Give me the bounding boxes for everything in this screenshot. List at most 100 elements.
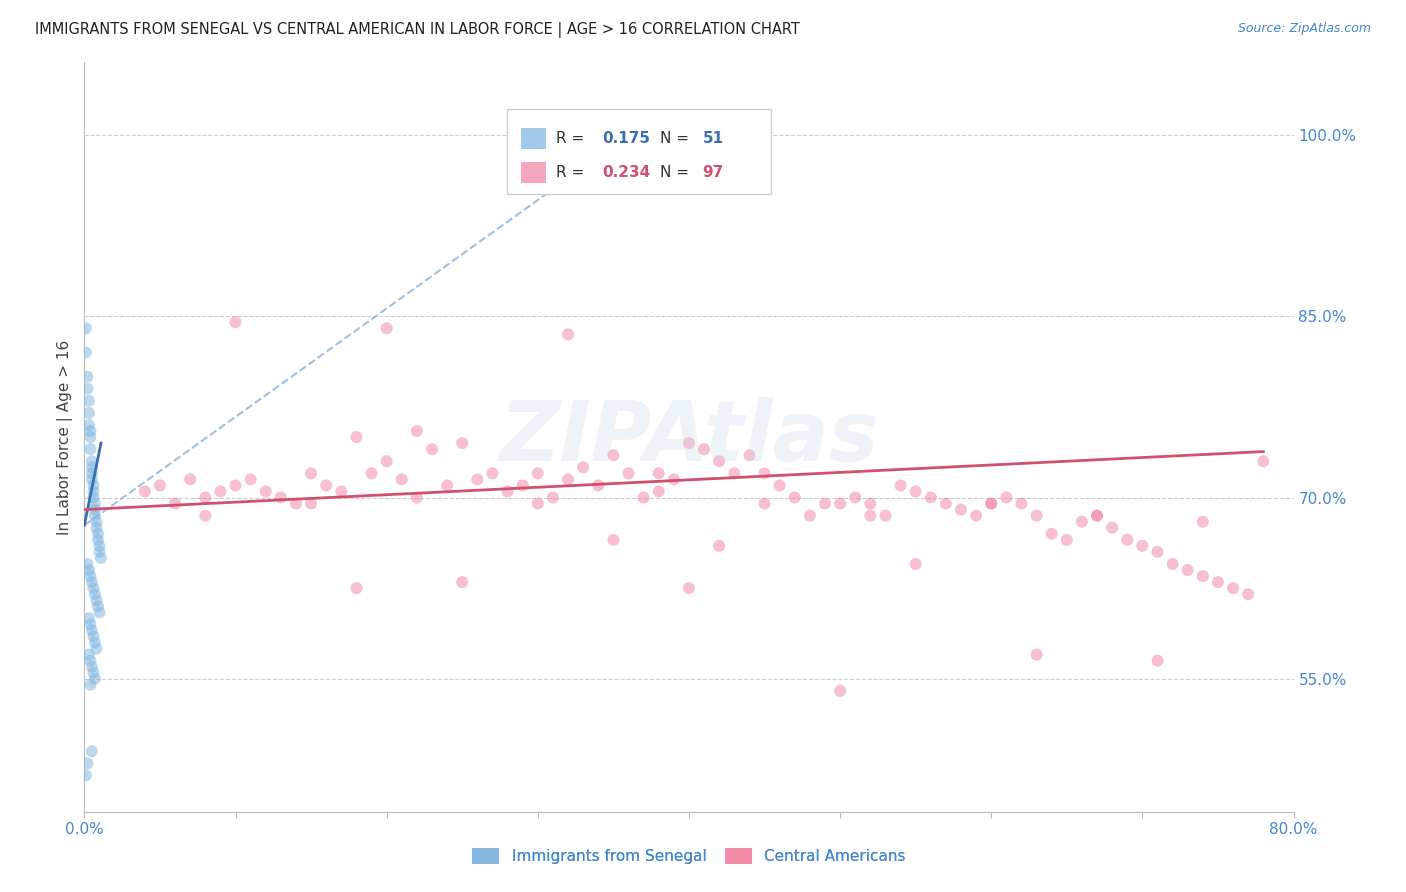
Point (1085, 508, 1108, 523)
Point (77, 563, 100, 577)
Point (935, 497, 957, 511)
Point (1116, 533, 1139, 547)
Point (1161, 557, 1184, 571)
Point (436, 478, 458, 492)
Point (678, 436, 700, 450)
Point (79, 430, 101, 444)
Point (165, 497, 187, 511)
Point (799, 508, 821, 523)
Point (723, 467, 745, 481)
Point (875, 508, 897, 523)
Point (84, 508, 107, 523)
Point (299, 497, 322, 511)
Point (1146, 654, 1168, 668)
Point (299, 467, 322, 481)
Point (375, 321, 398, 335)
Point (1040, 526, 1063, 541)
Point (80, 472, 103, 486)
Point (75, 321, 97, 335)
Point (980, 497, 1002, 511)
Point (82, 491, 104, 505)
Point (82, 665, 104, 680)
Point (496, 484, 519, 499)
Point (1130, 539, 1153, 553)
Point (346, 581, 368, 595)
Point (80, 467, 103, 481)
Point (86, 593, 108, 607)
Point (82, 478, 104, 492)
Point (859, 497, 882, 511)
Point (77, 611, 100, 625)
Text: 0.234: 0.234 (603, 165, 651, 180)
Point (330, 484, 353, 499)
Point (1146, 545, 1168, 559)
Point (572, 460, 595, 475)
Text: ZIPAtlas: ZIPAtlas (499, 397, 879, 477)
Point (602, 533, 624, 547)
Point (830, 497, 852, 511)
Point (79, 678, 101, 692)
Point (76, 756, 98, 771)
Point (995, 491, 1018, 505)
Point (77, 648, 100, 662)
Point (225, 478, 247, 492)
Text: 0.175: 0.175 (603, 130, 651, 145)
Point (602, 448, 624, 462)
Point (285, 497, 308, 511)
Point (904, 557, 927, 571)
Point (1025, 648, 1047, 662)
Point (79, 442, 101, 457)
Point (84, 497, 107, 511)
Point (90, 550, 112, 565)
Point (617, 467, 640, 481)
Point (588, 478, 610, 492)
Point (451, 436, 474, 450)
Point (87, 526, 110, 541)
Point (86, 641, 108, 656)
Point (87, 533, 110, 547)
Point (80, 575, 103, 590)
Point (179, 472, 201, 486)
Point (80, 659, 103, 673)
Point (920, 491, 942, 505)
Point (149, 478, 172, 492)
Point (84, 587, 107, 601)
Point (451, 575, 474, 590)
Point (84, 672, 107, 686)
Point (134, 484, 156, 499)
Text: R =: R = (557, 130, 589, 145)
Point (467, 472, 489, 486)
Point (980, 497, 1002, 511)
Point (769, 478, 792, 492)
Point (76, 369, 98, 384)
Point (270, 491, 292, 505)
Point (1056, 533, 1078, 547)
Point (86, 521, 108, 535)
Point (859, 508, 882, 523)
Point (77, 393, 100, 408)
Text: 51: 51 (703, 130, 724, 145)
Point (662, 472, 685, 486)
Point (239, 472, 262, 486)
Point (648, 484, 671, 499)
Point (82, 484, 104, 499)
Point (80, 454, 103, 468)
Text: N =: N = (661, 130, 695, 145)
Point (814, 497, 837, 511)
Point (209, 484, 232, 499)
Point (84, 635, 107, 649)
Point (965, 508, 987, 523)
Point (84, 502, 107, 516)
Point (225, 315, 247, 329)
Point (194, 491, 217, 505)
Point (557, 327, 579, 342)
Point (89, 539, 111, 553)
Point (360, 467, 382, 481)
Y-axis label: In Labor Force | Age > 16: In Labor Force | Age > 16 (58, 340, 73, 534)
Point (709, 454, 731, 468)
Point (420, 442, 443, 457)
Point (87, 599, 110, 614)
Point (541, 491, 564, 505)
Point (82, 581, 104, 595)
Point (738, 448, 761, 462)
